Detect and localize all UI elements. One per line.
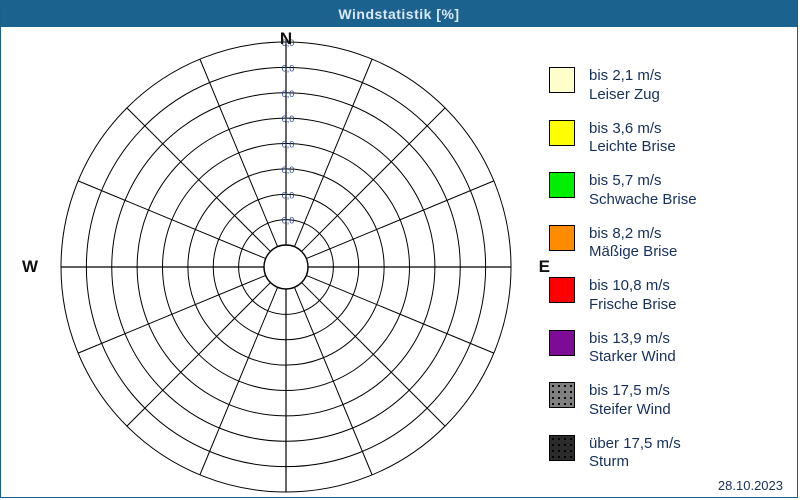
- legend-swatch-massige-brise: [549, 225, 575, 251]
- svg-text:0,0: 0,0: [282, 63, 295, 73]
- legend-item-2: bis 5,7 m/s Schwache Brise: [549, 172, 779, 210]
- svg-text:0,0: 0,0: [282, 216, 295, 226]
- chart-area: N S W E 0,00,00,00,00,00,00,00,0 bis 2,1…: [1, 27, 797, 498]
- window-title: Windstatistik [%]: [1, 1, 797, 27]
- legend-text-3: bis 8,2 m/s Mäßige Brise: [589, 225, 677, 263]
- legend-text-7: über 17,5 m/s Sturm: [589, 435, 681, 473]
- svg-text:0,0: 0,0: [282, 114, 295, 124]
- legend-text-4: bis 10,8 m/s Frische Brise: [589, 277, 677, 315]
- svg-text:0,0: 0,0: [282, 140, 295, 150]
- legend-item-6: bis 17,5 m/s Steifer Wind: [549, 382, 779, 420]
- legend-swatch-leiser-zug: [549, 67, 575, 93]
- polar-grid-container: N S W E 0,00,00,00,00,00,00,00,0: [56, 37, 516, 497]
- legend-swatch-frische-brise: [549, 277, 575, 303]
- legend-swatch-schwache-brise: [549, 172, 575, 198]
- legend-panel: bis 2,1 m/s Leiser Zug bis 3,6 m/s Leich…: [549, 67, 779, 487]
- svg-text:0,0: 0,0: [282, 89, 295, 99]
- legend-swatch-sturm: [549, 435, 575, 461]
- legend-item-7: über 17,5 m/s Sturm: [549, 435, 779, 473]
- legend-text-1: bis 3,6 m/s Leichte Brise: [589, 120, 676, 158]
- legend-swatch-starker-wind: [549, 330, 575, 356]
- legend-text-5: bis 13,9 m/s Starker Wind: [589, 330, 676, 368]
- window-frame: Windstatistik [%] N S W E 0,00,00,00,00,…: [0, 0, 798, 498]
- legend-item-4: bis 10,8 m/s Frische Brise: [549, 277, 779, 315]
- svg-text:0,0: 0,0: [282, 165, 295, 175]
- wind-rose-svg[interactable]: 0,00,00,00,00,00,00,00,0: [56, 37, 516, 497]
- svg-text:0,0: 0,0: [282, 190, 295, 200]
- legend-item-3: bis 8,2 m/s Mäßige Brise: [549, 225, 779, 263]
- legend-item-5: bis 13,9 m/s Starker Wind: [549, 330, 779, 368]
- legend-item-1: bis 3,6 m/s Leichte Brise: [549, 120, 779, 158]
- direction-label-w: W: [22, 257, 38, 277]
- date-stamp: 28.10.2023: [718, 478, 783, 493]
- legend-item-0: bis 2,1 m/s Leiser Zug: [549, 67, 779, 105]
- legend-text-0: bis 2,1 m/s Leiser Zug: [589, 67, 662, 105]
- direction-label-n: N: [280, 29, 292, 49]
- legend-text-2: bis 5,7 m/s Schwache Brise: [589, 172, 697, 210]
- legend-text-6: bis 17,5 m/s Steifer Wind: [589, 382, 671, 420]
- legend-swatch-leichte-brise: [549, 120, 575, 146]
- legend-swatch-steifer-wind: [549, 382, 575, 408]
